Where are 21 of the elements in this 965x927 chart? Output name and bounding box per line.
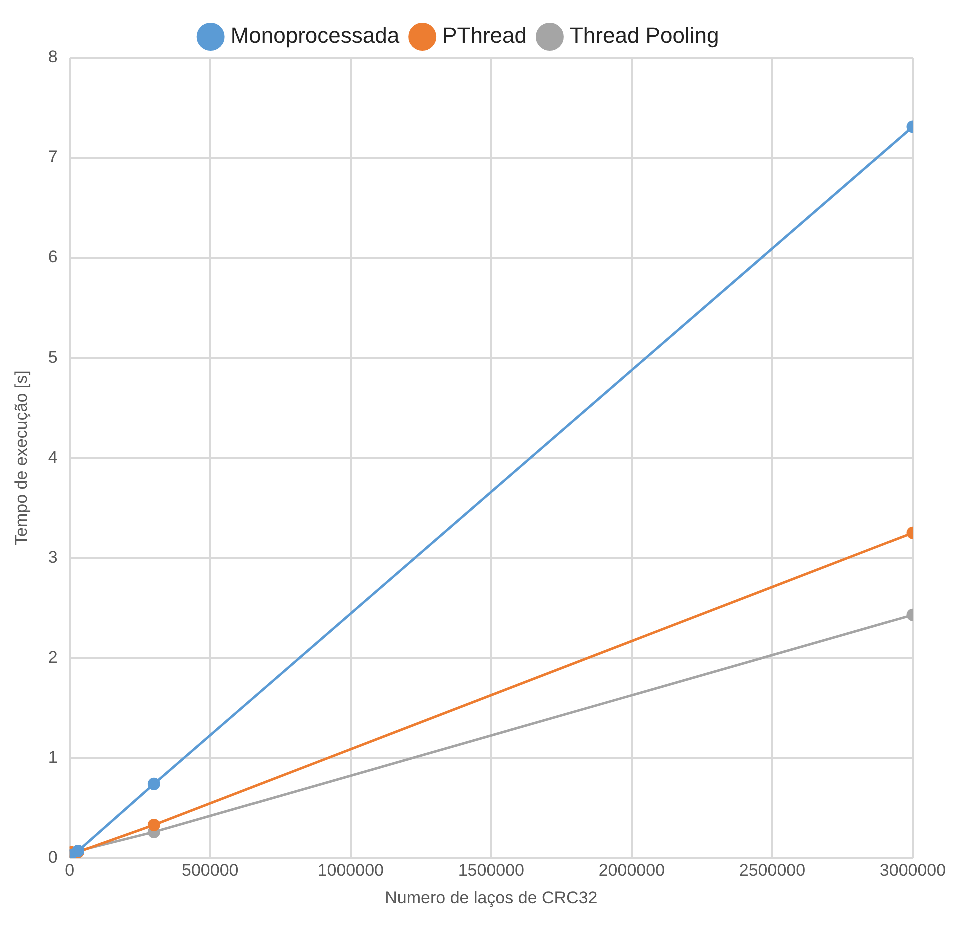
- legend-label: Monoprocessada: [230, 23, 400, 48]
- x-tick-label: 500000: [182, 861, 239, 880]
- y-tick-label: 0: [48, 848, 58, 867]
- x-axis-title: Numero de laços de CRC32: [385, 888, 598, 908]
- x-tick-label: 2500000: [739, 861, 806, 880]
- x-tick-label: 0: [65, 861, 75, 880]
- y-tick-label: 8: [48, 48, 58, 67]
- y-tick-label: 4: [48, 448, 58, 467]
- x-tick-label: 3000000: [880, 861, 946, 880]
- legend-label: PThread: [442, 23, 527, 48]
- y-tick-label: 3: [48, 548, 58, 567]
- x-tick-label: 2000000: [598, 861, 666, 880]
- y-tick-label: 5: [48, 348, 58, 367]
- y-tick-label: 1: [48, 748, 58, 767]
- y-tick-label: 6: [48, 248, 58, 267]
- y-axis-title: Tempo de execução [s]: [12, 370, 31, 546]
- x-tick-label: 1500000: [458, 861, 525, 880]
- y-tick-label: 7: [48, 148, 58, 167]
- x-tick-label: 1000000: [318, 861, 384, 880]
- legend-label: Thread Pooling: [570, 23, 720, 48]
- y-tick-label: 2: [48, 648, 58, 667]
